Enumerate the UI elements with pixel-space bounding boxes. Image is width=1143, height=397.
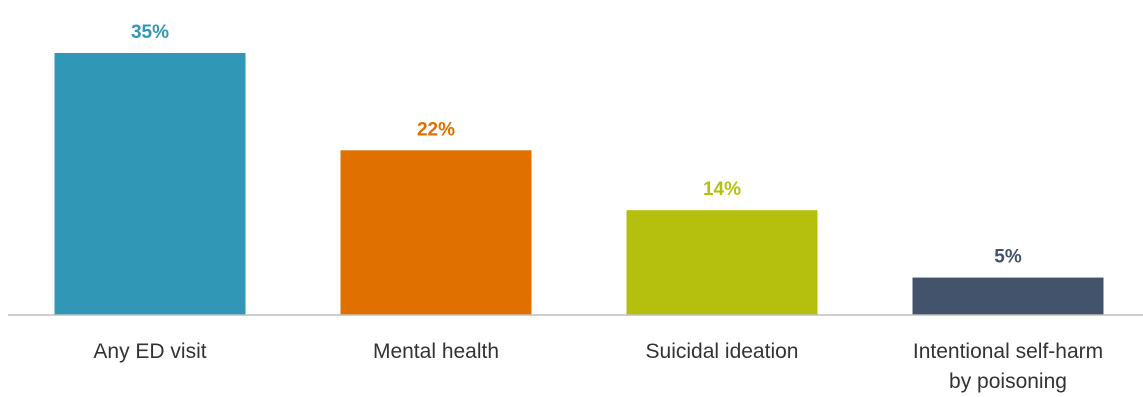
value-label-3: 5% <box>994 247 1022 268</box>
bars-layer <box>55 53 1104 315</box>
bar-3 <box>913 278 1104 315</box>
bar-0 <box>55 53 246 315</box>
bar-2 <box>627 210 818 315</box>
category-label-3-line-0: Intentional self-harm <box>913 340 1103 363</box>
category-label-3-line-1: by poisoning <box>949 370 1067 393</box>
value-label-0: 35% <box>131 22 169 43</box>
category-label-1: Mental health <box>373 340 499 363</box>
value-label-1: 22% <box>417 119 455 140</box>
value-label-2: 14% <box>703 179 741 200</box>
category-label-2: Suicidal ideation <box>646 340 799 363</box>
bar-1 <box>341 150 532 315</box>
category-label-0: Any ED visit <box>93 340 206 363</box>
